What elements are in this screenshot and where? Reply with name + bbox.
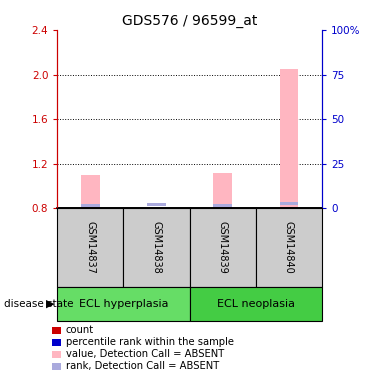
Bar (256, 208, 322, 287)
Text: value, Detection Call = ABSENT: value, Detection Call = ABSENT (66, 349, 224, 359)
Text: ECL neoplasia: ECL neoplasia (217, 299, 295, 309)
Bar (280, 202, 298, 204)
Text: rank, Detection Call = ABSENT: rank, Detection Call = ABSENT (66, 361, 219, 371)
Text: GSM14840: GSM14840 (284, 221, 294, 274)
Bar (213, 204, 232, 207)
Bar (280, 69, 298, 208)
Bar (124, 208, 189, 287)
Bar (57, 208, 124, 287)
Text: disease state: disease state (4, 299, 73, 309)
Text: ▶: ▶ (46, 299, 54, 309)
Text: GSM14838: GSM14838 (152, 221, 162, 274)
Bar (147, 203, 166, 206)
Bar (81, 204, 100, 207)
Title: GDS576 / 96599_at: GDS576 / 96599_at (122, 13, 257, 28)
Text: percentile rank within the sample: percentile rank within the sample (66, 337, 234, 347)
Bar (213, 172, 232, 208)
Bar (81, 175, 100, 208)
Bar (57, 287, 189, 321)
Text: ECL hyperplasia: ECL hyperplasia (79, 299, 168, 309)
Text: GSM14839: GSM14839 (218, 221, 228, 274)
Bar (189, 287, 322, 321)
Text: count: count (66, 325, 94, 335)
Text: GSM14837: GSM14837 (85, 221, 95, 274)
Bar (189, 208, 256, 287)
